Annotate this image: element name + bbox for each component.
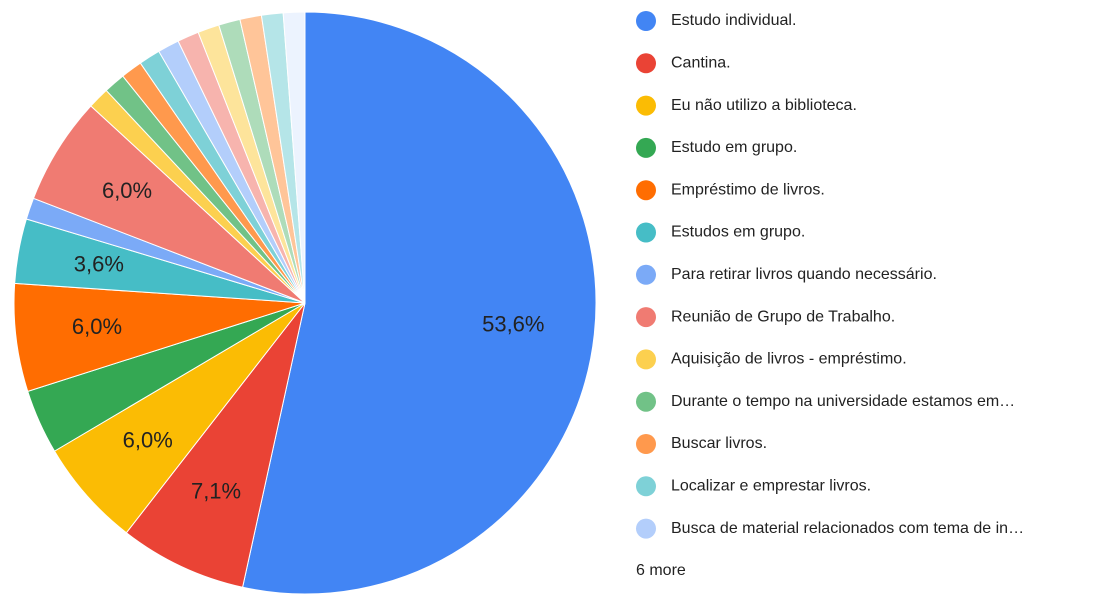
legend-swatch [636, 53, 656, 74]
legend-label: Busca de material relacionados com tema … [671, 520, 1024, 537]
data-label: 3,6% [74, 251, 124, 276]
data-label: 6,0% [72, 314, 122, 339]
legend-swatch [636, 222, 656, 243]
legend-label: Estudo em grupo. [671, 139, 797, 156]
legend-label: Empréstimo de livros. [671, 181, 825, 198]
legend-swatch [636, 11, 656, 31]
legend-label: Localizar e emprestar livros. [671, 478, 871, 495]
legend-swatch [636, 180, 656, 201]
pie-slice [282, 11, 306, 304]
legend-more: 6 more [636, 562, 686, 579]
legend-label: Para retirar livros quando necessário. [671, 266, 937, 283]
data-label: 53,6% [482, 311, 544, 336]
data-label: 6,0% [123, 427, 173, 452]
legend-label: Aquisição de livros - empréstimo. [671, 351, 907, 368]
legend-label: Reunião de Grupo de Trabalho. [671, 308, 895, 325]
legend-swatch [636, 518, 656, 539]
legend-swatch [636, 349, 656, 370]
pie-slice [125, 302, 306, 588]
legend-label: Cantina. [671, 55, 731, 72]
legend-swatch [636, 476, 656, 497]
legend-label: Buscar livros. [671, 435, 767, 452]
legend-label: Eu não utilizo a biblioteca. [671, 97, 857, 114]
legend-label: Durante o tempo na universidade estamos … [671, 393, 1015, 410]
data-label: 7,1% [191, 479, 241, 504]
pie-slice [242, 11, 597, 594]
legend-swatch [636, 137, 656, 158]
legend-swatch [636, 391, 656, 412]
data-label: 6,0% [102, 178, 152, 203]
legend-swatch [636, 95, 656, 116]
legend-swatch [636, 264, 656, 285]
legend-swatch [636, 307, 656, 328]
legend-label: Estudo individual. [671, 12, 796, 29]
legend-label: Estudos em grupo. [671, 224, 805, 241]
legend-swatch [636, 434, 656, 454]
